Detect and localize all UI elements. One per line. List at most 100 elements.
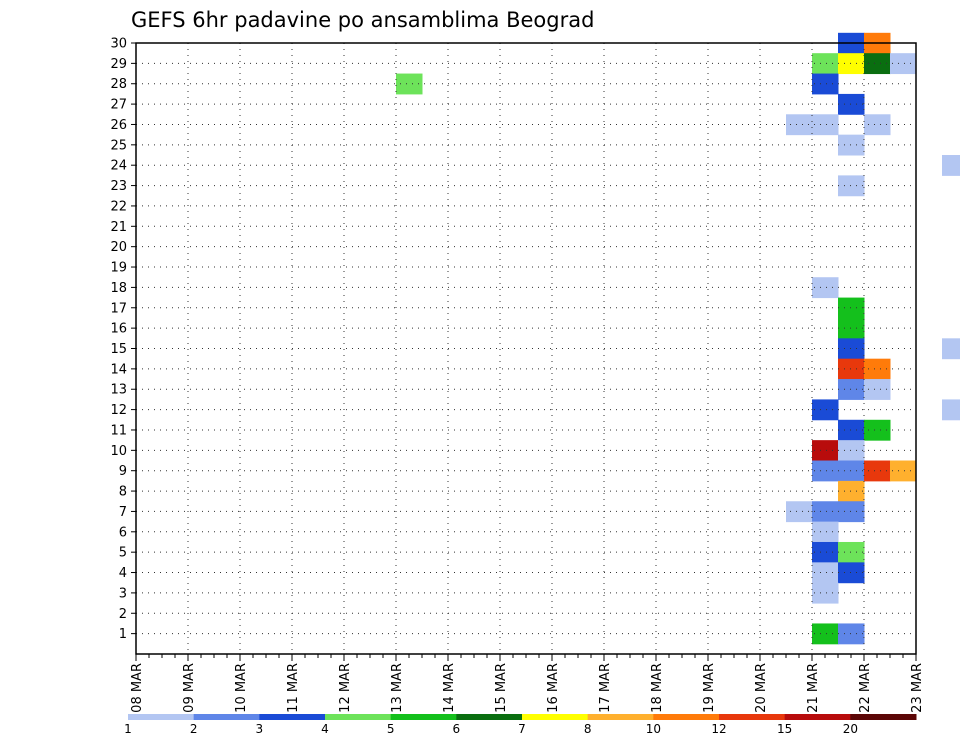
y-tick-label: 26 <box>110 118 127 133</box>
colorbar-label: 8 <box>584 722 592 736</box>
heatmap-cell <box>786 501 813 523</box>
x-tick-label: 10 MAR <box>234 663 249 713</box>
y-axis: 1234567891011121314151617181920212223242… <box>110 37 136 642</box>
colorbar-swatch <box>456 714 523 720</box>
x-tick-label: 13 MAR <box>390 663 405 713</box>
y-tick-label: 7 <box>119 505 127 520</box>
y-tick-label: 28 <box>110 77 127 92</box>
heatmap-cell <box>864 419 891 441</box>
y-tick-label: 16 <box>110 322 127 337</box>
y-tick-label: 14 <box>110 362 127 377</box>
heatmap-cell <box>812 623 839 645</box>
colorbar-swatch <box>128 714 195 720</box>
colorbar-label: 5 <box>387 722 395 736</box>
x-tick-label: 09 MAR <box>182 663 197 713</box>
y-tick-label: 1 <box>119 627 127 642</box>
heatmap-cell <box>812 521 839 543</box>
colorbar-swatch <box>325 714 392 720</box>
x-tick-label: 23 MAR <box>910 663 925 713</box>
heatmap-cell <box>812 460 839 482</box>
y-tick-label: 6 <box>119 525 127 540</box>
x-tick-label: 15 MAR <box>494 663 509 713</box>
x-tick-label: 20 MAR <box>754 663 769 713</box>
heatmap-cell <box>838 501 865 523</box>
y-tick-label: 10 <box>110 444 127 459</box>
y-tick-label: 22 <box>110 199 127 214</box>
y-tick-label: 3 <box>119 586 127 601</box>
colorbar-label: 2 <box>190 722 198 736</box>
colorbar-swatch <box>587 714 654 720</box>
y-tick-label: 27 <box>110 98 127 113</box>
heatmap-cell <box>838 480 865 502</box>
colorbar-label: 20 <box>843 722 858 736</box>
y-tick-label: 13 <box>110 383 127 398</box>
heatmap-cell <box>812 582 839 604</box>
heatmap-cell <box>890 460 917 482</box>
heatmap-cell <box>864 53 891 75</box>
x-tick-label: 19 MAR <box>702 663 717 713</box>
y-tick-label: 18 <box>110 281 127 296</box>
heatmap-cell <box>890 53 917 75</box>
heatmap-cell <box>838 460 865 482</box>
y-tick-label: 9 <box>119 464 127 479</box>
heatmap-cell <box>838 93 865 115</box>
colorbar-label: 3 <box>256 722 264 736</box>
heatmap-cell <box>838 440 865 462</box>
x-tick-label: 22 MAR <box>858 663 873 713</box>
heatmap-cell <box>786 114 813 136</box>
x-tick-label: 21 MAR <box>806 663 821 713</box>
colorbar-label: 1 <box>124 722 132 736</box>
heatmap-cell <box>838 297 865 319</box>
heatmap-cell <box>812 277 839 299</box>
heatmap-cell <box>838 562 865 584</box>
heatmap-cell <box>838 134 865 156</box>
x-tick-label: 18 MAR <box>650 663 665 713</box>
heatmap-cell <box>942 399 960 421</box>
colorbar-swatch <box>653 714 720 720</box>
y-tick-label: 2 <box>119 607 127 622</box>
heatmap-cells <box>396 32 960 645</box>
heatmap-cell <box>812 541 839 563</box>
colorbar-swatch <box>784 714 851 720</box>
colorbar-label: 6 <box>453 722 461 736</box>
chart-title: GEFS 6hr padavine po ansamblima Beograd <box>131 8 594 32</box>
x-axis: 08 MAR 09 MAR 10 MAR 11 MAR 12 MAR 13 MAR 14 M… <box>130 654 925 713</box>
y-tick-label: 20 <box>110 240 127 255</box>
y-tick-label: 24 <box>110 159 127 174</box>
colorbar-label: 15 <box>777 722 792 736</box>
heatmap-cell <box>812 53 839 75</box>
heatmap-cell <box>812 114 839 136</box>
heatmap-cell <box>812 562 839 584</box>
x-tick-label: 14 MAR <box>442 663 457 713</box>
x-tick-label: 12 MAR <box>338 663 353 713</box>
colorbar-swatch <box>193 714 260 720</box>
y-tick-label: 30 <box>110 37 127 52</box>
heatmap-cell <box>838 379 865 400</box>
colorbar-label: 12 <box>711 722 726 736</box>
y-tick-label: 23 <box>110 179 127 194</box>
y-tick-label: 4 <box>119 566 127 581</box>
colorbar-swatch <box>522 714 589 720</box>
y-tick-label: 11 <box>110 423 127 438</box>
x-tick-label: 17 MAR <box>598 663 613 713</box>
x-tick-label: 08 MAR <box>130 663 145 713</box>
y-tick-label: 8 <box>119 485 127 500</box>
heatmap-cell <box>864 460 891 482</box>
heatmap-cell <box>812 73 839 95</box>
y-tick-label: 21 <box>110 220 127 235</box>
heatmap-cell <box>812 399 839 421</box>
y-tick-label: 29 <box>110 57 127 72</box>
heatmap-cell <box>838 358 865 380</box>
heatmap-cell <box>812 440 839 462</box>
heatmap-cell <box>838 53 865 75</box>
heatmap-cell <box>838 317 865 339</box>
colorbar-swatch <box>390 714 457 720</box>
gridlines <box>136 42 916 654</box>
colorbar-swatch <box>850 714 917 720</box>
heatmap-cell <box>864 379 891 400</box>
colorbar-label: 7 <box>518 722 526 736</box>
x-tick-label: 16 MAR <box>546 663 561 713</box>
y-tick-label: 12 <box>110 403 127 418</box>
heatmap-cell <box>838 541 865 563</box>
